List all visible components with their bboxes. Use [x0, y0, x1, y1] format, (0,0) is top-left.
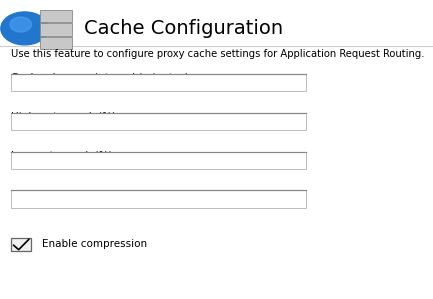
Text: 80: 80 [16, 155, 29, 165]
Text: 256: 256 [16, 194, 36, 204]
Text: 5: 5 [16, 77, 23, 88]
Text: Byte range segment size (KB):: Byte range segment size (KB): [11, 190, 170, 200]
FancyBboxPatch shape [11, 190, 306, 208]
Text: 90: 90 [16, 116, 29, 126]
FancyBboxPatch shape [11, 113, 306, 130]
FancyBboxPatch shape [11, 238, 31, 251]
Text: High watermark (%):: High watermark (%): [11, 112, 120, 122]
FancyBboxPatch shape [40, 37, 72, 49]
Text: Cache Configuration: Cache Configuration [84, 19, 284, 38]
FancyBboxPatch shape [11, 74, 306, 91]
FancyBboxPatch shape [11, 152, 306, 169]
Text: Cache clean-up interval (minutes):: Cache clean-up interval (minutes): [11, 73, 193, 83]
Circle shape [1, 12, 48, 45]
Circle shape [10, 17, 32, 32]
FancyBboxPatch shape [40, 10, 72, 22]
Text: Enable compression: Enable compression [42, 239, 147, 249]
Text: Low watermark (%):: Low watermark (%): [11, 151, 116, 161]
Text: Use this feature to configure proxy cache settings for Application Request Routi: Use this feature to configure proxy cach… [11, 49, 425, 59]
FancyBboxPatch shape [40, 23, 72, 36]
